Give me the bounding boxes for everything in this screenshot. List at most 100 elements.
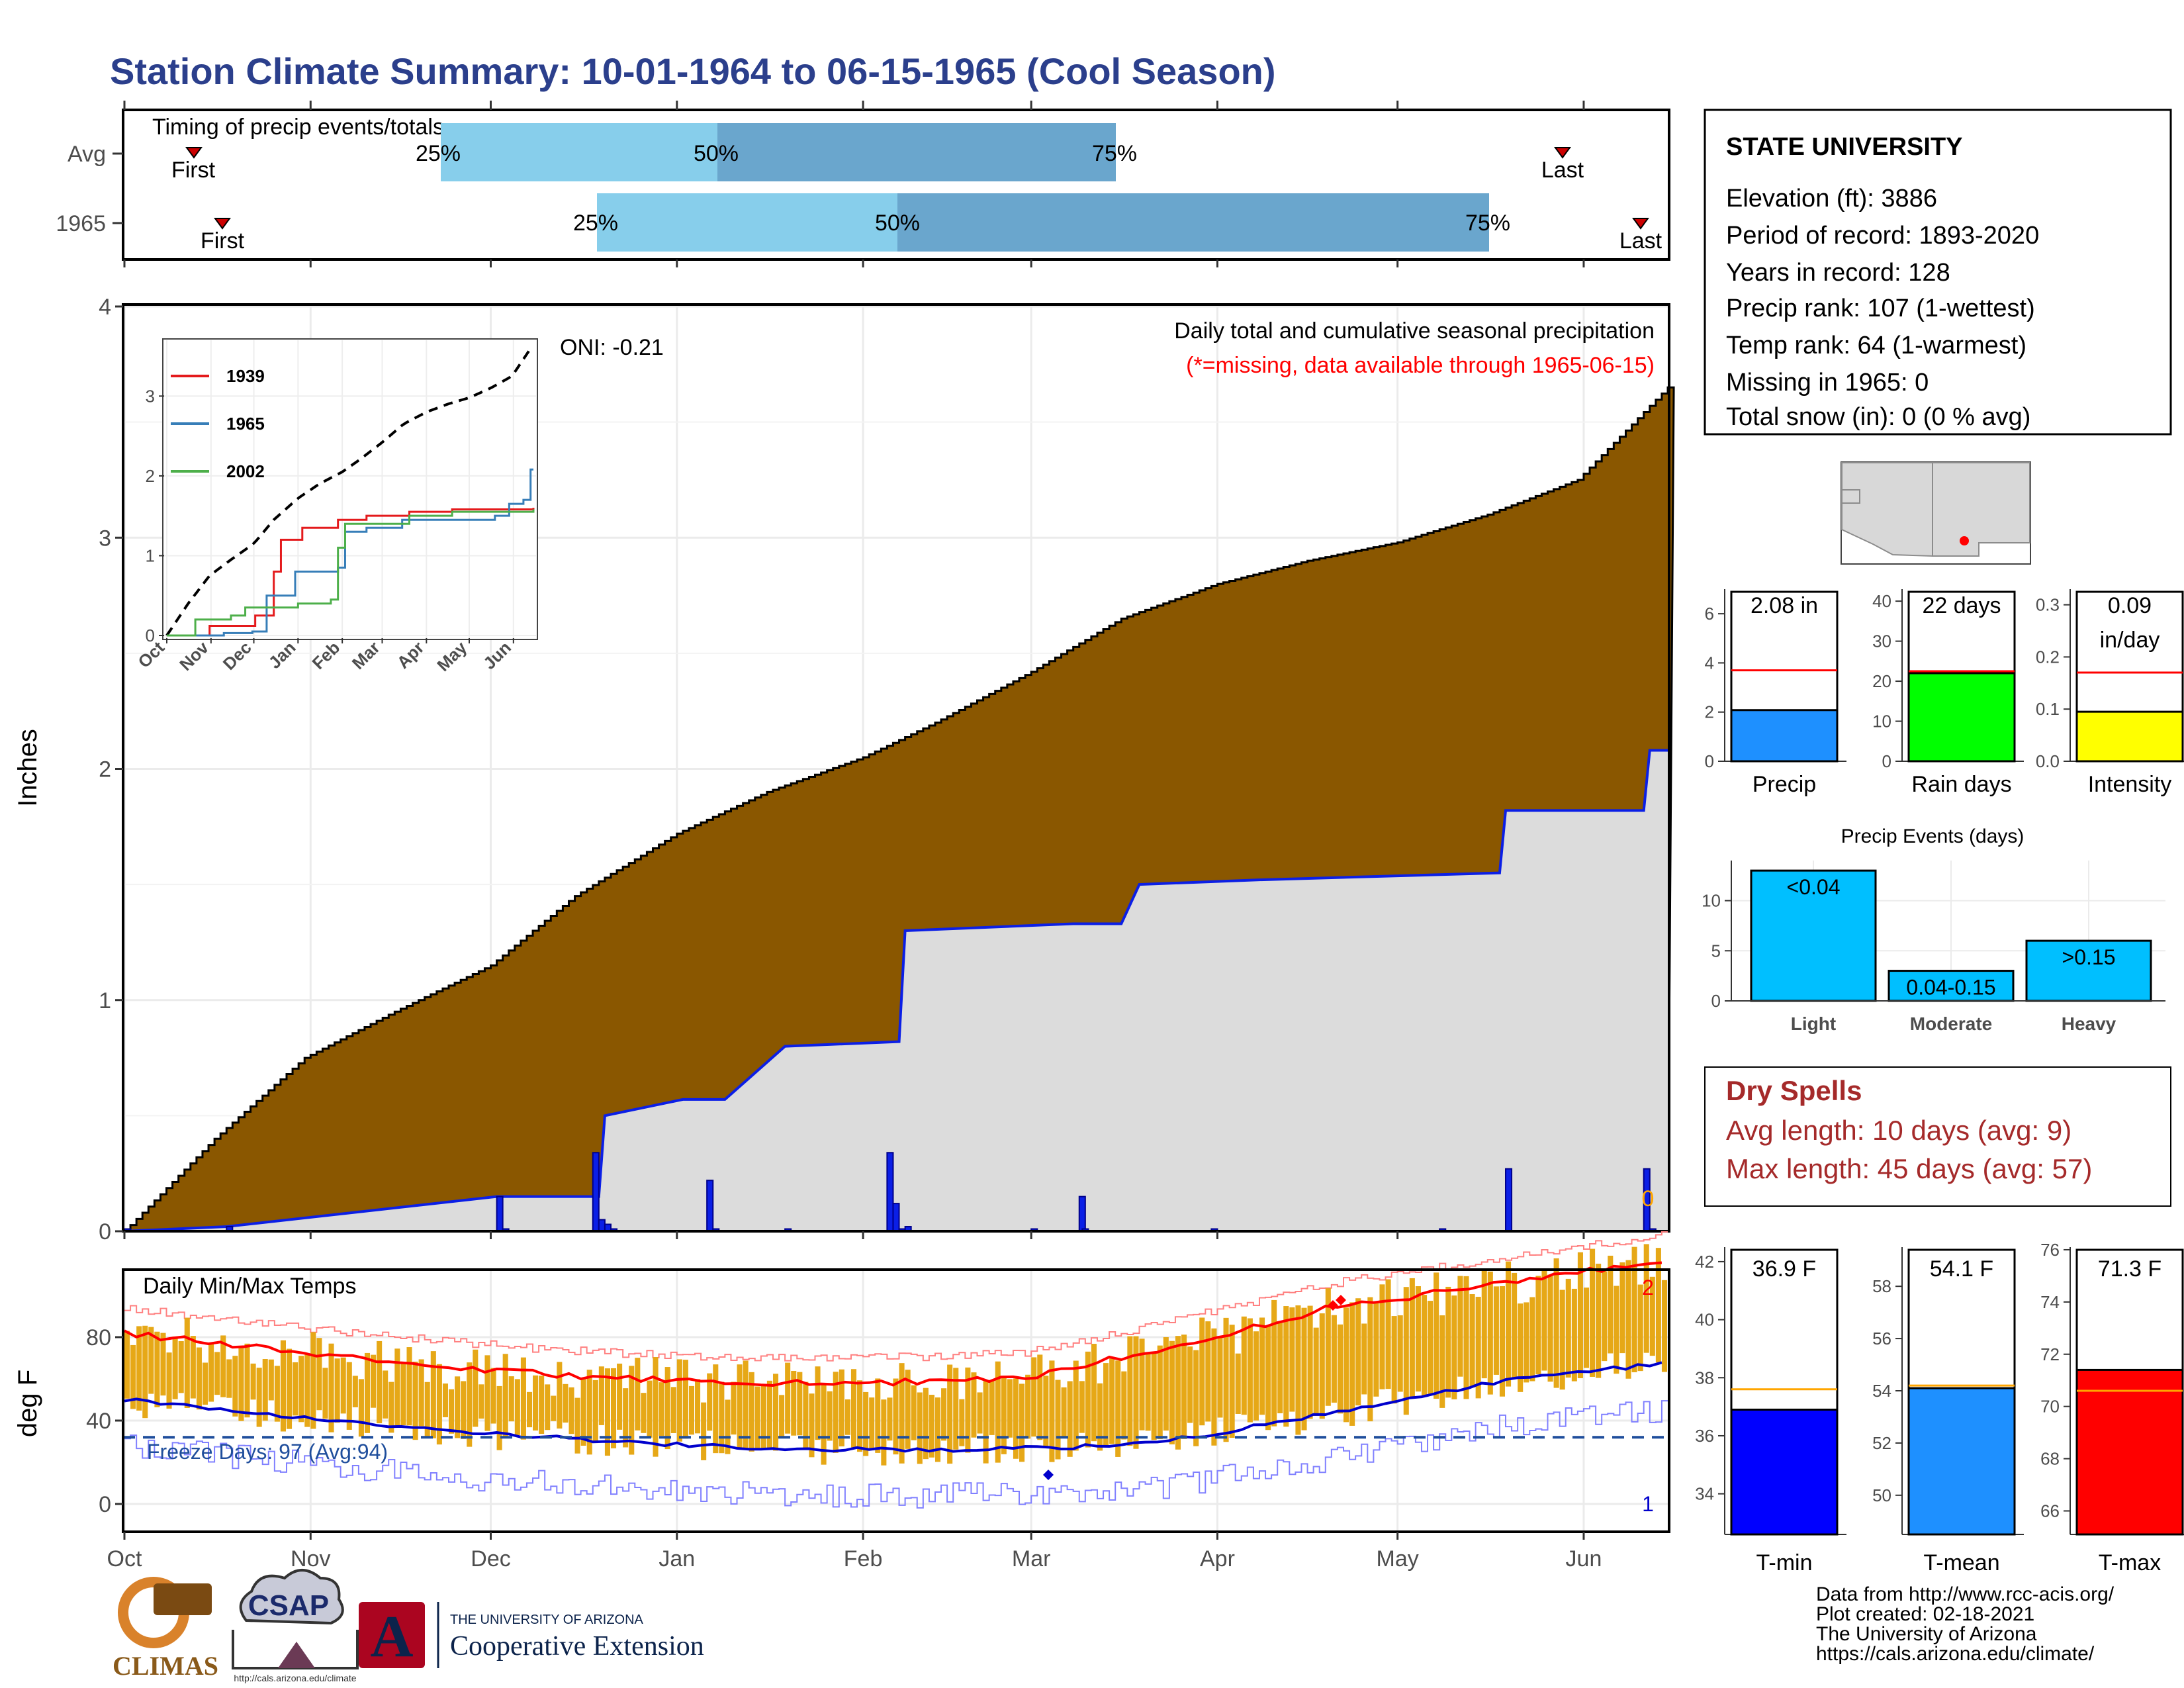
daily-temp-bar [1061, 1387, 1067, 1436]
daily-temp-bar [803, 1382, 809, 1450]
daily-temp-bar [244, 1343, 250, 1418]
daily-temp-bar [1085, 1351, 1091, 1448]
daily-temp-bar [533, 1375, 539, 1431]
daily-temp-bar [1457, 1276, 1463, 1377]
mini-y-tick-label: 10 [1872, 712, 1891, 731]
daily-temp-bar [1241, 1316, 1247, 1415]
daily-temp-bar [941, 1388, 947, 1441]
daily-temp-bar [551, 1395, 557, 1421]
temps-panel: 0 40 80 Oct Nov Dec Jan Feb Mar Apr May Jun Daily M… [13, 1231, 1670, 1571]
daily-temp-bar [731, 1382, 737, 1435]
mini-value-bar [2075, 710, 2184, 763]
map-new-mexico [1932, 462, 2030, 557]
daily-temp-bar [1397, 1315, 1403, 1392]
daily-temp-bar [383, 1370, 388, 1419]
events-bar-label: 0.04-0.15 [1906, 976, 1995, 1000]
figure-title: Station Climate Summary: 10-01-1964 to 0… [110, 50, 1276, 92]
csap-logo: CSAP http://cals.arizona.edu/climate [232, 1569, 359, 1683]
daily-temp-bar [377, 1340, 383, 1424]
daily-temp-bar [1211, 1328, 1217, 1446]
daily-temp-bar [316, 1338, 322, 1411]
precip-events-panel: Precip Events (days) 0 5 10 <0.04 Light 0.04-… [1702, 825, 2165, 1034]
timing-1965-q1-bar [597, 193, 897, 252]
temps-x-tick-label: Dec [471, 1546, 510, 1571]
daily-temp-bar [220, 1335, 226, 1397]
daily-temp-bar [1643, 1244, 1649, 1353]
temp-mini-y-tick-label: 68 [2040, 1449, 2060, 1469]
daily-temp-bar [1512, 1272, 1518, 1378]
record-low-marker [1043, 1470, 1054, 1480]
daily-temp-bar [371, 1354, 377, 1408]
timing-title: Timing of precip events/totals [152, 115, 444, 140]
timing-1965-first: First [201, 228, 245, 254]
daily-temp-bar [670, 1387, 676, 1433]
daily-temp-bar [1355, 1298, 1361, 1406]
inset-legend-label-1939: 1939 [226, 366, 265, 386]
daily-temp-bar [172, 1336, 178, 1399]
temp-mini-y-tick-label: 58 [1872, 1276, 1891, 1296]
mini-y-tick-label: 0.3 [2036, 595, 2060, 615]
climas-logo-text: CLIMAS [113, 1651, 218, 1681]
daily-temp-bar [196, 1347, 202, 1410]
events-bar-label: <0.04 [1787, 875, 1841, 899]
ua-logo-line2: Cooperative Extension [450, 1631, 704, 1662]
station-temp-rank: Temp rank: 64 (1-warmest) [1726, 332, 2026, 359]
dry-spells-box: Dry Spells Avg length: 10 days (avg: 9) … [1704, 1066, 2171, 1207]
station-missing: Missing in 1965: 0 [1726, 369, 1929, 397]
daily-temp-bar [1590, 1248, 1596, 1377]
daily-temp-bar [400, 1363, 406, 1425]
dry-spells-max: Max length: 45 days (avg: 57) [1726, 1153, 2092, 1184]
daily-temp-bar [1307, 1305, 1313, 1419]
inset-y-tick-label: 1 [146, 545, 155, 565]
mini-y-tick-label: 30 [1872, 632, 1891, 651]
station-precip-rank: Precip rank: 107 (1-wettest) [1726, 295, 2035, 322]
mini-y-tick-label: 2 [1705, 702, 1714, 722]
daily-temp-bar [539, 1376, 545, 1434]
temp-mini-t-min: 34 36 38 40 42 36.9 F T-min [1695, 1247, 1846, 1575]
daily-temp-bar [1331, 1315, 1337, 1403]
inset-frame [162, 338, 538, 640]
daily-temp-bar [1577, 1252, 1583, 1379]
daily-temp-bar [785, 1362, 791, 1434]
daily-temp-bar [1295, 1305, 1301, 1435]
daily-temp-bar [1115, 1360, 1121, 1457]
daily-temp-bar [983, 1381, 989, 1464]
daily-temp-bar [574, 1397, 580, 1454]
daily-temp-bar [298, 1356, 304, 1423]
daily-temp-bar [1013, 1378, 1019, 1459]
events-bar-heavy [2025, 939, 2152, 1002]
daily-temp-bar [184, 1317, 190, 1408]
mini-chart-intensity: 0.0 0.1 0.2 0.3 0.09 in/day Intensity [2036, 589, 2184, 797]
inset-chart: Oct Nov Dec Jan Feb Mar Apr May Jun0123193919652… [134, 338, 538, 675]
daily-temp-bar [977, 1392, 983, 1434]
timing-1965-p50: 50% [875, 211, 920, 236]
csap-logo-url: http://cals.arizona.edu/climate [234, 1673, 356, 1683]
daily-temp-bar [971, 1372, 977, 1438]
timing-1965-q2-bar [897, 193, 1489, 252]
precip-subtitle: Daily total and cumulative seasonal prec… [1174, 318, 1655, 344]
daily-temp-bar [1235, 1353, 1241, 1414]
daily-temp-bar [1445, 1286, 1451, 1398]
daily-temp-bar [893, 1378, 899, 1455]
inset-series-line-1939 [167, 508, 535, 637]
daily-temp-bar [1559, 1289, 1565, 1390]
daily-temp-bar [598, 1366, 604, 1425]
temps-x-tick-label: Apr [1200, 1546, 1235, 1571]
inset-series-line-1965 [167, 468, 533, 637]
temps-x-tick-label: Jun [1566, 1546, 1602, 1571]
daily-temp-bar [1055, 1380, 1061, 1460]
daily-temp-bar [1001, 1376, 1007, 1454]
ua-logo-letter: A [371, 1604, 414, 1669]
daily-temp-bar [737, 1364, 743, 1449]
daily-temp-bar [166, 1352, 172, 1409]
daily-temp-bar [1529, 1297, 1535, 1382]
daily-temp-bar [1619, 1262, 1625, 1354]
temps-x-tick-label: Jan [659, 1546, 695, 1571]
daily-temp-bar [1655, 1248, 1661, 1363]
daily-temp-bar [1139, 1338, 1145, 1430]
daily-temp-bar [707, 1373, 713, 1431]
temp-mini-y-tick-label: 34 [1695, 1484, 1714, 1504]
mini-y-tick-label: 4 [1705, 653, 1714, 673]
daily-temp-bar [1169, 1340, 1175, 1444]
